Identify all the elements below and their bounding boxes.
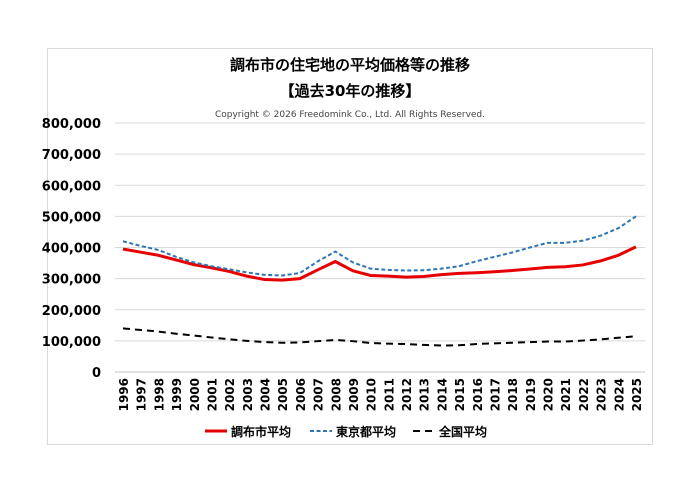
- x-tick-label: 2001: [205, 378, 219, 411]
- x-tick-label: 2023: [595, 378, 609, 411]
- x-tick-label: 2008: [329, 378, 343, 411]
- x-tick-label: 2020: [542, 378, 556, 411]
- y-tick-label: 700,000: [42, 148, 101, 163]
- x-tick-label: 2009: [347, 378, 361, 411]
- y-tick-label: 500,000: [42, 210, 101, 225]
- copyright: Copyright © 2026 Freedomink Co., Ltd. Al…: [215, 110, 485, 120]
- y-tick-label: 200,000: [42, 304, 101, 319]
- x-tick-label: 2005: [276, 378, 290, 411]
- legend-label: 調布市平均: [231, 424, 291, 439]
- x-tick-label: 2000: [188, 378, 202, 411]
- x-tick-label: 2014: [435, 378, 449, 411]
- series-line-2: [122, 327, 637, 347]
- x-tick-label: 2016: [471, 378, 485, 411]
- x-tick-label: 1999: [170, 378, 184, 411]
- x-tick-label: 2025: [630, 378, 644, 411]
- legend-label: 東京都平均: [336, 424, 396, 439]
- x-tick-label: 2021: [559, 378, 573, 411]
- x-tick-label: 2022: [577, 378, 591, 411]
- x-tick-label: 2015: [453, 378, 467, 411]
- x-tick-label: 2002: [223, 378, 237, 411]
- y-tick-label: 800,000: [42, 117, 101, 132]
- y-tick-label: 100,000: [42, 335, 101, 350]
- x-tick-label: 2003: [241, 378, 255, 411]
- y-tick-label: 300,000: [42, 273, 101, 288]
- x-tick-label: 2024: [612, 378, 626, 411]
- chart-title: 調布市の住宅地の平均価格等の推移: [230, 56, 470, 74]
- x-tick-label: 2019: [524, 378, 538, 411]
- legend-label: 全国平均: [438, 424, 487, 439]
- x-tick-label: 2018: [506, 378, 520, 411]
- chart-frame: [47, 48, 653, 445]
- x-tick-label: 2007: [312, 378, 326, 411]
- x-tick-label: 2010: [365, 378, 379, 411]
- series-line-0: [122, 245, 637, 282]
- series-line-1: [122, 215, 637, 277]
- y-tick-label: 0: [92, 366, 101, 381]
- x-tick-label: 2017: [488, 378, 502, 411]
- chart-subtitle: 【過去30年の推移】: [280, 82, 421, 100]
- x-tick-label: 2004: [259, 378, 273, 411]
- x-tick-label: 1997: [135, 378, 149, 411]
- x-tick-label: 2011: [382, 378, 396, 411]
- x-tick-label: 2013: [418, 378, 432, 411]
- x-tick-label: 2006: [294, 378, 308, 411]
- x-tick-label: 2012: [400, 378, 414, 411]
- y-tick-label: 600,000: [42, 179, 101, 194]
- y-tick-label: 400,000: [42, 242, 101, 257]
- x-tick-label: 1998: [152, 378, 166, 411]
- x-tick-label: 1996: [117, 378, 131, 411]
